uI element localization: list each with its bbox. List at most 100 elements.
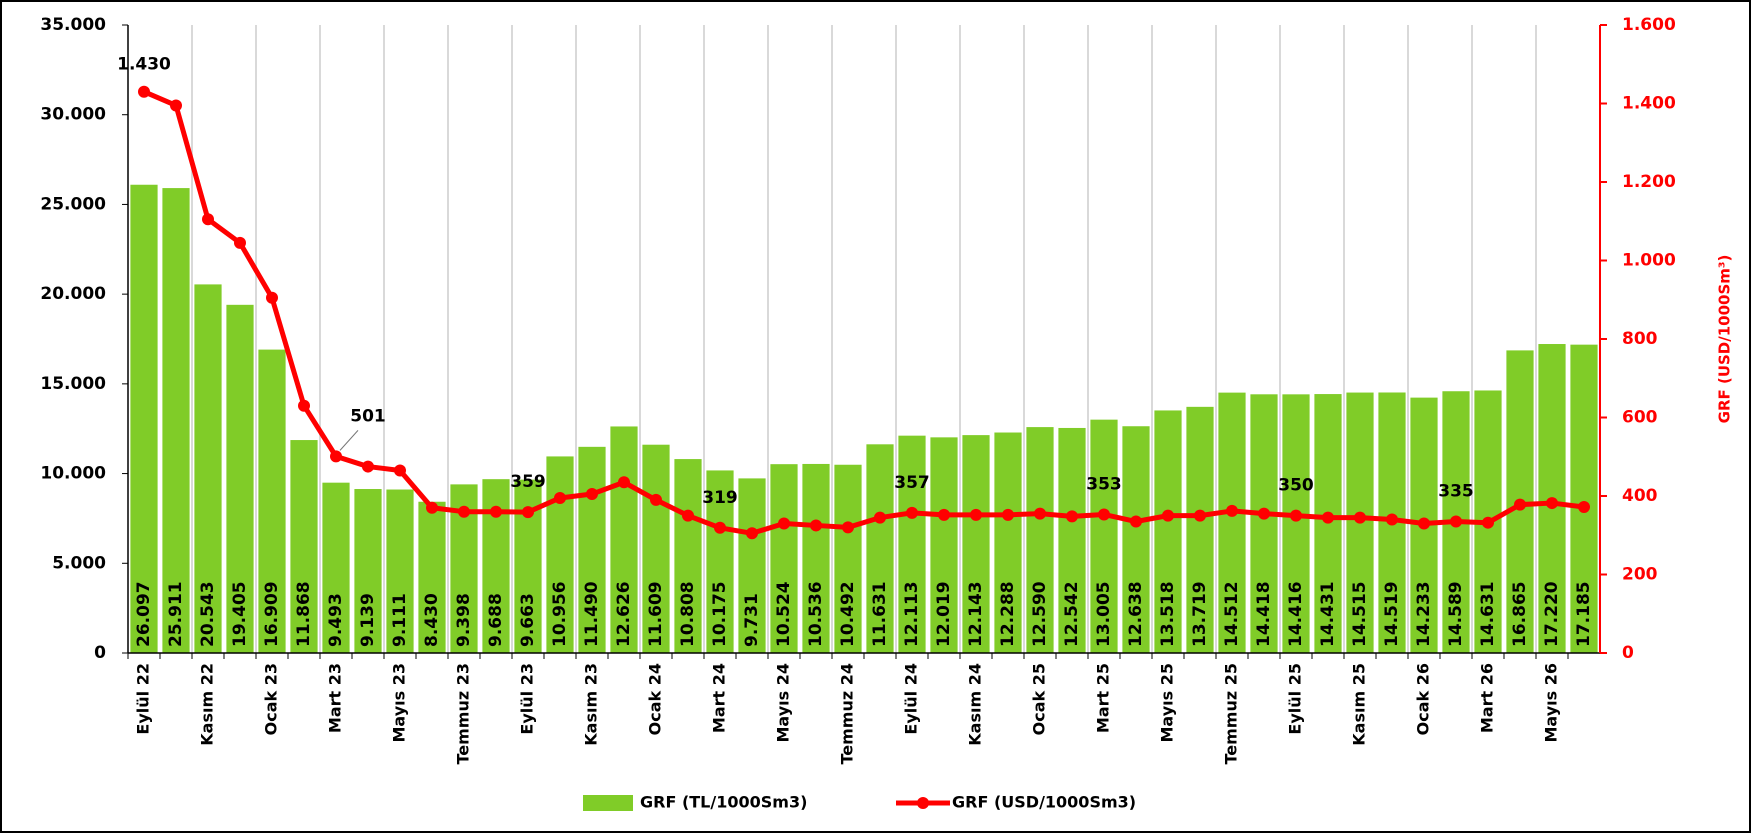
bar-value-label: 12.542 — [1062, 581, 1082, 647]
y2-tick-label: 400 — [1622, 486, 1658, 506]
bar-value-label: 14.431 — [1318, 581, 1338, 647]
bar-value-label: 12.143 — [966, 581, 986, 647]
bar-value-label: 10.175 — [710, 581, 730, 647]
x-tick-label: Temmuz 25 — [1222, 663, 1241, 765]
bar — [226, 304, 254, 653]
x-tick-label: Ocak 23 — [262, 663, 281, 735]
x-tick-label: Kasım 22 — [198, 663, 217, 746]
line-marker — [138, 85, 150, 98]
bar-value-label: 12.626 — [614, 581, 634, 647]
annotation-leader — [339, 430, 359, 451]
bar — [866, 444, 894, 653]
x-tick-label: Ocak 26 — [1414, 663, 1433, 735]
bar-value-label: 9.139 — [358, 593, 378, 647]
line-marker — [874, 511, 886, 524]
legend-swatch — [583, 795, 633, 811]
line-marker — [1130, 515, 1142, 528]
bar — [418, 501, 446, 653]
y-tick-label: 30.000 — [40, 105, 106, 125]
bar — [834, 464, 862, 653]
x-tick-label: Eylül 24 — [902, 663, 921, 735]
bar-value-label: 9.398 — [454, 593, 474, 647]
line-marker — [330, 450, 342, 463]
bar-value-label: 13.719 — [1190, 581, 1210, 647]
bar-value-label: 14.416 — [1286, 581, 1306, 647]
bar — [706, 470, 734, 653]
line-marker — [170, 99, 182, 112]
bar-value-label: 20.543 — [198, 581, 218, 647]
line-marker — [746, 527, 758, 540]
line-marker — [1098, 508, 1110, 521]
bar — [578, 446, 606, 653]
x-tick-label: Kasım 24 — [966, 663, 985, 746]
line-value-label: 353 — [1086, 474, 1122, 494]
bar-value-label: 9.688 — [486, 593, 506, 647]
line-value-label: 319 — [702, 488, 738, 508]
bar-value-label: 10.524 — [774, 581, 794, 647]
bar — [1218, 392, 1246, 653]
bar-value-label: 10.492 — [838, 581, 858, 647]
line-marker — [714, 521, 726, 534]
line-marker — [650, 493, 662, 506]
x-tick-label: Eylül 23 — [518, 663, 537, 735]
bar-value-label: 8.430 — [422, 593, 442, 647]
x-tick-label: Mayıs 26 — [1542, 663, 1561, 743]
line-marker — [618, 476, 630, 489]
bar-value-label: 14.631 — [1478, 581, 1498, 647]
x-tick-label: Mayıs 25 — [1158, 663, 1177, 743]
y2-tick-label: 1.200 — [1622, 172, 1676, 192]
y2-tick-label: 800 — [1622, 329, 1658, 349]
line-marker — [1322, 511, 1334, 524]
bar — [770, 464, 798, 653]
bar-value-label: 12.638 — [1126, 581, 1146, 647]
line-marker — [426, 501, 438, 514]
line-marker — [490, 505, 502, 518]
y-tick-label: 10.000 — [40, 464, 106, 484]
x-tick-label: Mart 23 — [326, 663, 345, 733]
bar — [1570, 344, 1598, 653]
bar — [962, 435, 990, 653]
y2-axis-label: GRF (USD/1000Sm³) — [1716, 255, 1734, 424]
x-tick-label: Kasım 23 — [582, 663, 601, 746]
y-tick-label: 15.000 — [40, 374, 106, 394]
bar-value-label: 11.631 — [870, 581, 890, 647]
bar — [258, 349, 286, 653]
bar — [898, 435, 926, 653]
bar-value-label: 10.808 — [678, 581, 698, 647]
line-marker — [1418, 517, 1430, 530]
line-marker — [234, 236, 246, 249]
line-marker — [586, 488, 598, 501]
bar-value-label: 14.512 — [1222, 581, 1242, 647]
bar — [802, 463, 830, 653]
bar — [130, 184, 158, 654]
line-marker — [458, 505, 470, 518]
x-tick-label: Eylül 25 — [1286, 663, 1305, 735]
bar — [1090, 419, 1118, 653]
bar-value-label: 25.911 — [166, 581, 186, 647]
y2-tick-label: 1.000 — [1622, 251, 1676, 271]
x-tick-label: Ocak 24 — [646, 663, 665, 735]
bar-value-label: 12.288 — [998, 581, 1018, 647]
legend-label: GRF (USD/1000Sm3) — [952, 793, 1136, 812]
line-marker — [970, 508, 982, 521]
bar — [1186, 406, 1214, 653]
bar — [1058, 427, 1086, 653]
line-marker — [1226, 504, 1238, 517]
bar-value-label: 17.220 — [1542, 581, 1562, 647]
bar-value-label: 12.019 — [934, 581, 954, 647]
y-tick-label: 0 — [94, 643, 106, 663]
bar — [546, 456, 574, 653]
bar-value-label: 14.418 — [1254, 581, 1274, 647]
y-tick-label: 35.000 — [40, 15, 106, 35]
line-marker — [1034, 507, 1046, 520]
line-marker — [778, 517, 790, 530]
legend-marker — [917, 797, 929, 809]
bar — [194, 284, 222, 653]
line-marker — [1354, 511, 1366, 524]
line-marker — [202, 213, 214, 226]
bar — [642, 444, 670, 653]
bar-value-label: 19.405 — [230, 581, 250, 647]
x-tick-label: Eylül 22 — [134, 663, 153, 735]
bar-value-label: 9.111 — [390, 593, 410, 647]
